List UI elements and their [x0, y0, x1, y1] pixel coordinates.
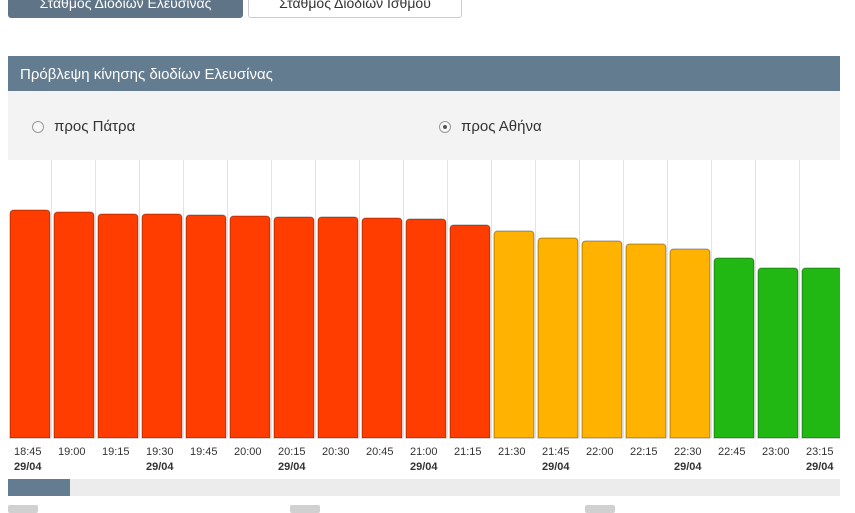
bar-2145[interactable]: [537, 237, 579, 439]
chart-svg: 18:45 29/04 19:00 19:15 19:30 29/04 19:45 20:00…: [9, 160, 840, 473]
direction-options: προς Πάτρα προς Αθήνα: [8, 91, 840, 160]
direction-athina-option[interactable]: προς Αθήνα: [439, 118, 542, 135]
cutoff-row: [0, 505, 855, 513]
bar-2015[interactable]: [273, 216, 315, 439]
bar-1930[interactable]: [141, 213, 183, 439]
tab-elefsina[interactable]: Σταθμός Διοδίων Ελευσίνας: [8, 0, 243, 18]
date-label: 29/04: [542, 461, 570, 473]
bar-2315[interactable]: [801, 267, 840, 439]
tick-label: 22:00: [586, 446, 614, 458]
tick-label: 20:45: [366, 446, 394, 458]
bar-1915[interactable]: [97, 213, 139, 439]
radio-athina[interactable]: [439, 120, 451, 133]
direction-athina-label: προς Αθήνα: [461, 118, 542, 135]
bar-2215[interactable]: [625, 243, 667, 439]
chart-scrollbar[interactable]: [8, 479, 840, 496]
scrollbar-thumb[interactable]: [8, 479, 70, 496]
direction-patra-label: προς Πάτρα: [54, 118, 136, 135]
traffic-forecast-chart: 18:45 29/04 19:00 19:15 19:30 29/04 19:45 20:00…: [8, 160, 840, 480]
bar-2115[interactable]: [449, 224, 491, 439]
tick-label: 21:30: [498, 446, 526, 458]
tick-label: 18:45: [14, 446, 42, 458]
date-label: 29/04: [806, 461, 834, 473]
tick-label: 19:00: [58, 446, 86, 458]
panel-title: Πρόβλεψη κίνησης διοδίων Ελευσίνας: [8, 56, 840, 91]
bar-2245[interactable]: [713, 257, 755, 439]
direction-patra-option[interactable]: προς Πάτρα: [32, 118, 135, 135]
date-label: 29/04: [14, 461, 42, 473]
tick-label: 19:30: [146, 446, 174, 458]
tick-label: 21:00: [410, 446, 438, 458]
tick-label: 22:45: [718, 446, 746, 458]
tick-label: 21:45: [542, 446, 570, 458]
tick-label: 21:15: [454, 446, 482, 458]
tick-label: 19:15: [102, 446, 130, 458]
cutoff-mark: [290, 505, 320, 513]
bar-1845[interactable]: [9, 209, 51, 439]
bar-2030[interactable]: [317, 216, 359, 439]
bar-2000[interactable]: [229, 215, 271, 439]
bar-2045[interactable]: [361, 217, 403, 439]
tab-isthmos[interactable]: Σταθμός Διοδίων Ισθμού: [248, 0, 462, 18]
date-label: 29/04: [146, 461, 174, 473]
bar-2300[interactable]: [757, 267, 799, 439]
bar-2200[interactable]: [581, 240, 623, 439]
cutoff-mark: [585, 505, 615, 513]
tick-label: 20:30: [322, 446, 350, 458]
bar-1900[interactable]: [53, 211, 95, 439]
tick-label: 20:15: [278, 446, 306, 458]
bar-2230[interactable]: [669, 248, 711, 439]
date-label: 29/04: [674, 461, 702, 473]
cutoff-mark: [8, 505, 38, 513]
bar-2100[interactable]: [405, 218, 447, 439]
date-label: 29/04: [410, 461, 438, 473]
tick-label: 20:00: [234, 446, 262, 458]
bar-2130[interactable]: [493, 230, 535, 439]
tick-label: 23:15: [806, 446, 834, 458]
tick-label: 19:45: [190, 446, 218, 458]
radio-patra[interactable]: [32, 120, 44, 133]
tick-label: 22:15: [630, 446, 658, 458]
tick-label: 22:30: [674, 446, 702, 458]
date-label: 29/04: [278, 461, 306, 473]
gridlines: [51, 160, 800, 438]
tick-label: 23:00: [762, 446, 790, 458]
bar-1945[interactable]: [185, 214, 227, 439]
